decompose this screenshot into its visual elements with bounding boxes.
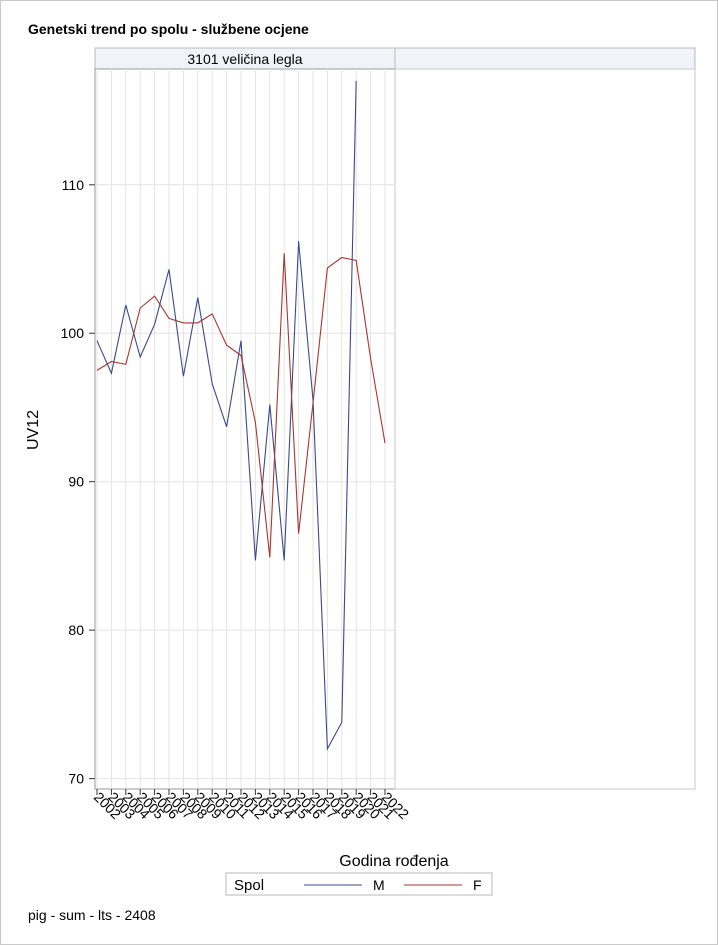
legend-label-M: M	[373, 877, 385, 893]
y-tick-label: 80	[68, 622, 84, 638]
y-axis-label: UV12	[25, 410, 42, 450]
y-tick-label: 100	[61, 325, 85, 341]
grid-lines	[95, 69, 395, 789]
series-lines	[96, 80, 386, 751]
footnote: pig - sum - lts - 2408	[28, 907, 156, 923]
legend-label-F: F	[473, 877, 482, 893]
series-line-F	[96, 253, 386, 558]
chart-title: Genetski trend po spolu - službene ocjen…	[28, 21, 309, 37]
legend-box	[225, 872, 493, 896]
panel-header-right	[394, 47, 696, 70]
y-axis: 70 80 90 100 110	[61, 177, 95, 787]
legend-title: Spol	[234, 877, 264, 894]
y-tick-label: 90	[68, 474, 84, 490]
y-tick-label: 110	[62, 177, 85, 193]
panel-label: 3101 veličina legla	[187, 51, 302, 67]
plot-area-right	[394, 68, 696, 790]
y-tick-label: 70	[68, 771, 84, 787]
x-axis-label: Godina rođenja	[339, 853, 449, 870]
plot-area-left	[94, 68, 396, 790]
legend: Spol M F	[225, 872, 493, 896]
x-axis: 2002200320042005200620072008200920102011…	[91, 789, 412, 822]
